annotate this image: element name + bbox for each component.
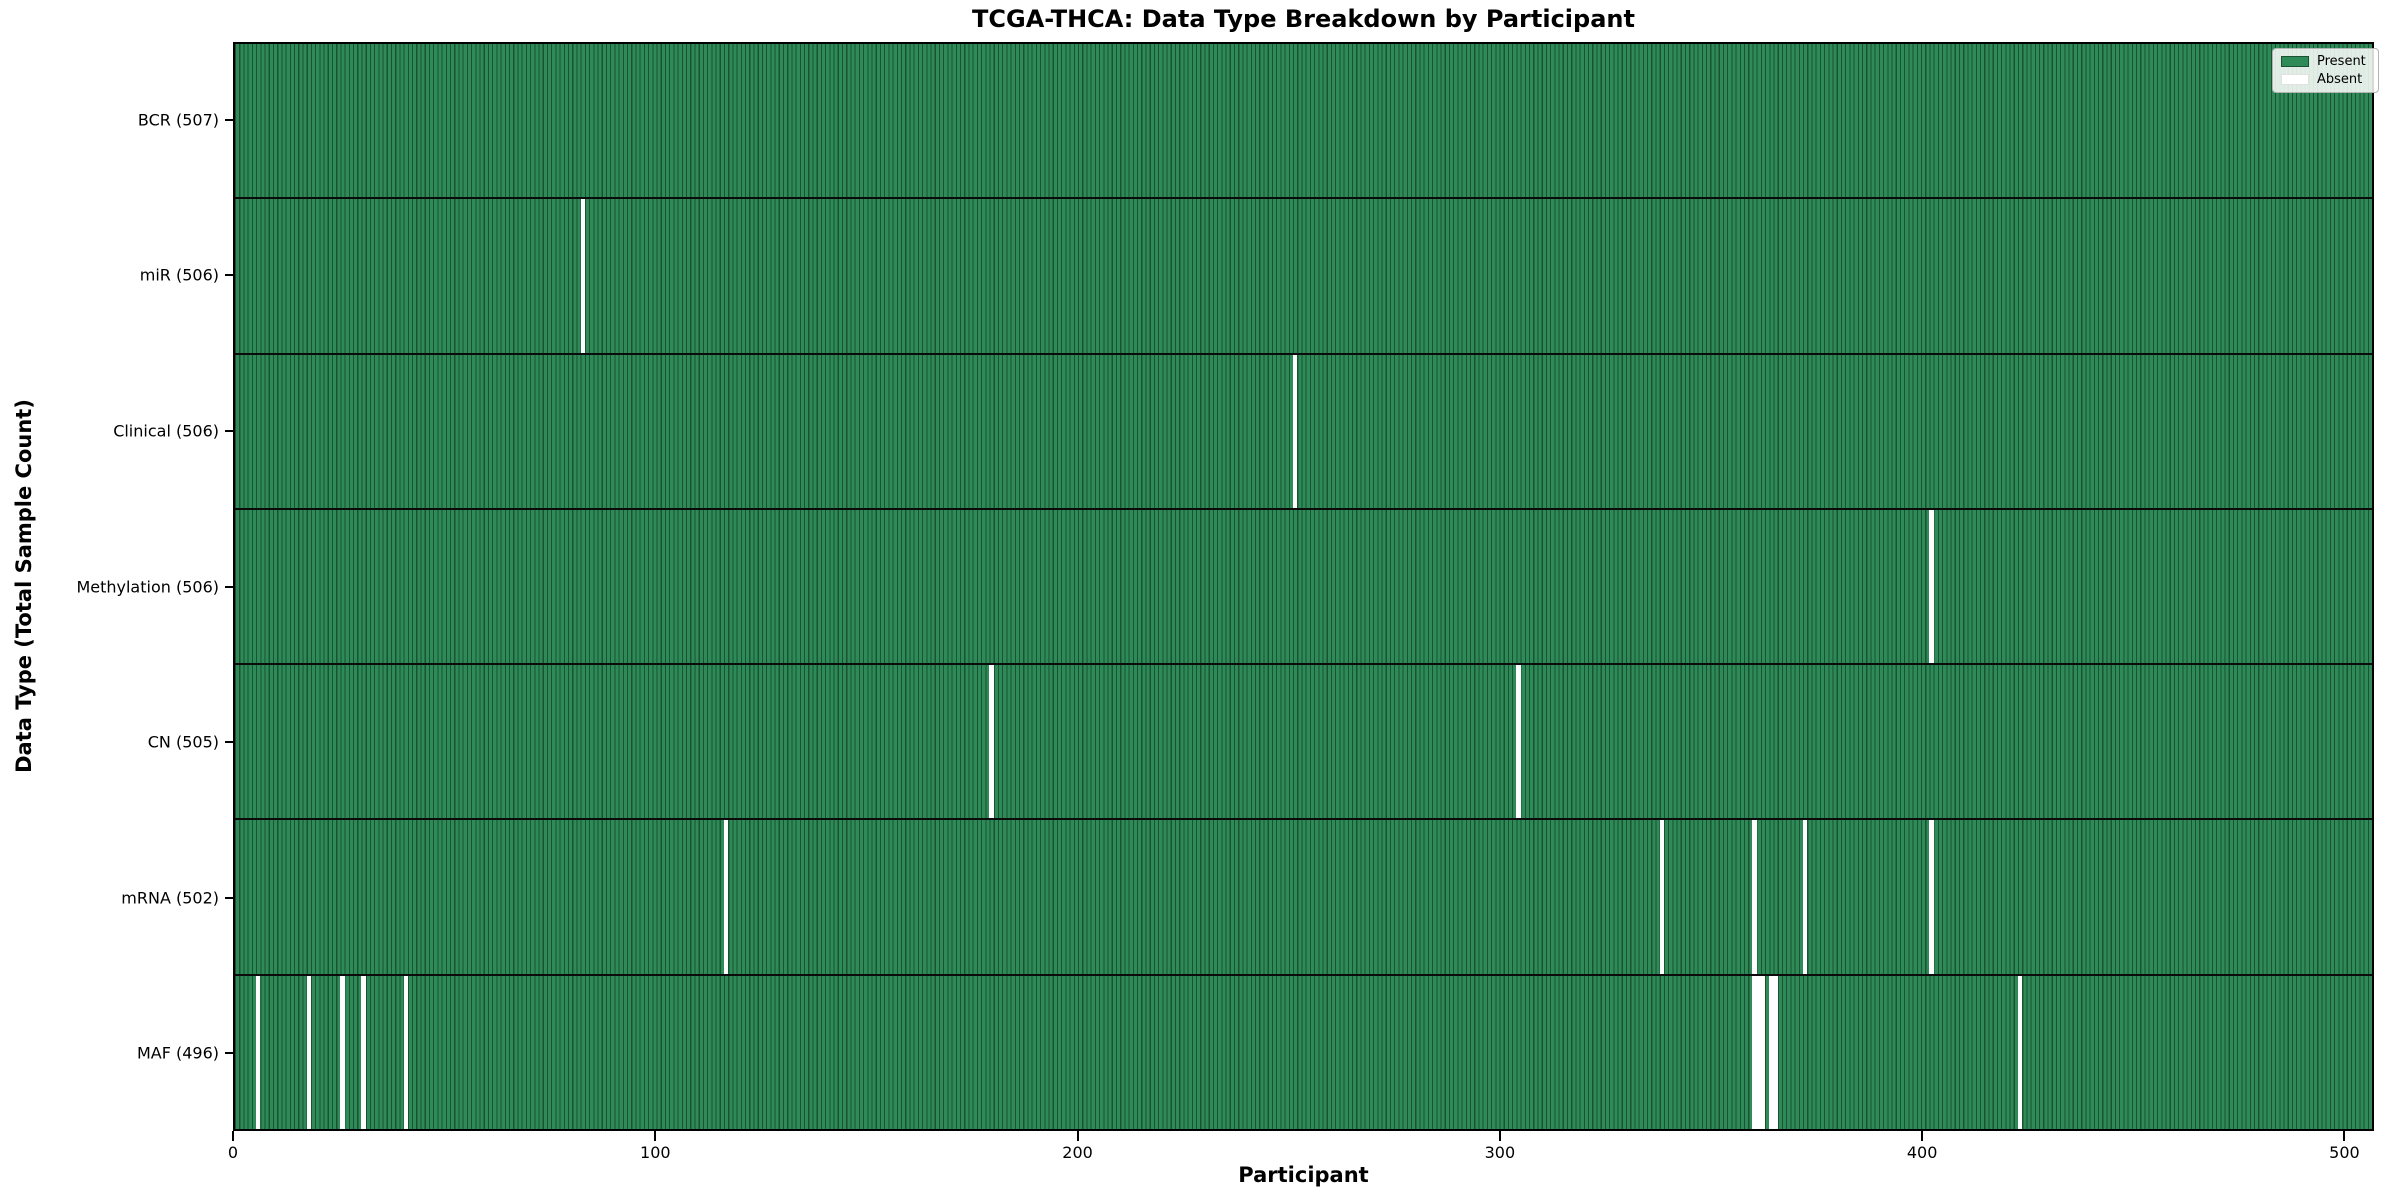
absent-swatch <box>2281 74 2309 85</box>
x-tick-label: 200 <box>1062 1143 1093 1162</box>
x-tick-label: 300 <box>1484 1143 1516 1162</box>
data-row-mir <box>235 199 2372 355</box>
data-row-clinical <box>235 354 2372 510</box>
absent-cell <box>1929 509 1934 664</box>
x-tick-mark <box>232 1131 234 1141</box>
data-row-methylation <box>235 509 2372 666</box>
y-tick-mark <box>225 429 233 432</box>
legend-item-present: Present <box>2281 55 2370 68</box>
x-tick-mark <box>1076 1131 1079 1141</box>
absent-cell <box>361 975 366 1129</box>
absent-cell <box>1752 975 1757 1129</box>
y-tick-label: Clinical (506) <box>113 421 219 441</box>
data-row-cn <box>235 665 2372 821</box>
data-row-bcr <box>235 44 2372 200</box>
absent-cell <box>2017 975 2023 1129</box>
y-tick-label: BCR (507) <box>137 110 219 130</box>
absent-cell <box>989 665 994 819</box>
absent-cell <box>580 199 585 353</box>
absent-cell <box>1756 975 1761 1129</box>
x-axis-label: Participant <box>1238 1163 1369 1187</box>
absent-cell <box>1752 820 1757 974</box>
present-swatch <box>2281 56 2309 67</box>
y-tick-label: CN (505) <box>147 732 219 752</box>
y-tick-mark <box>225 741 233 744</box>
y-tick-label: miR (506) <box>139 265 219 285</box>
absent-cell <box>1292 354 1298 508</box>
absent-cell <box>403 975 408 1129</box>
x-axis: 0 100 200 300 400 500 <box>228 1131 2374 1171</box>
data-row-maf <box>235 975 2372 1129</box>
absent-cell <box>723 820 729 974</box>
x-tick-label: 500 <box>2329 1143 2360 1162</box>
legend: Present Absent <box>2272 48 2379 93</box>
absent-cell <box>1773 975 1778 1129</box>
legend-label-present: Present <box>2317 54 2366 69</box>
y-tick-mark <box>225 1052 233 1055</box>
y-tick-mark <box>225 896 233 899</box>
x-tick-mark <box>1498 1131 1501 1141</box>
legend-label-absent: Absent <box>2317 72 2363 87</box>
x-tick-mark <box>654 1131 657 1141</box>
y-tick-mark <box>225 274 233 277</box>
y-tick-label: MAF (496) <box>136 1043 219 1063</box>
absent-cell <box>1802 820 1808 974</box>
data-row-mrna <box>235 820 2372 976</box>
x-tick-label: 400 <box>1906 1143 1938 1162</box>
absent-cell <box>1929 820 1934 974</box>
y-tick-label: Methylation (506) <box>76 577 219 596</box>
y-tick-mark <box>225 585 233 588</box>
x-tick-label: 0 <box>227 1143 239 1162</box>
legend-item-absent: Absent <box>2281 73 2370 86</box>
absent-cell <box>340 975 345 1129</box>
absent-cell <box>1516 665 1521 819</box>
x-tick-mark <box>2343 1131 2346 1141</box>
absent-cell <box>1659 820 1664 974</box>
y-tick-mark <box>225 118 233 121</box>
x-tick-label: 100 <box>640 1143 671 1162</box>
y-axis: BCR (507) miR (506) Clinical (506) Methylat… <box>0 42 233 1131</box>
absent-cell <box>256 975 261 1129</box>
x-tick-mark <box>1921 1131 1924 1141</box>
chart-title: TCGA-THCA: Data Type Breakdown by Partic… <box>972 5 1635 33</box>
absent-cell <box>1760 975 1766 1129</box>
absent-cell <box>1769 975 1774 1129</box>
absent-cell <box>306 975 311 1129</box>
plot-area <box>233 42 2374 1131</box>
y-tick-label: mRNA (502) <box>121 888 219 908</box>
